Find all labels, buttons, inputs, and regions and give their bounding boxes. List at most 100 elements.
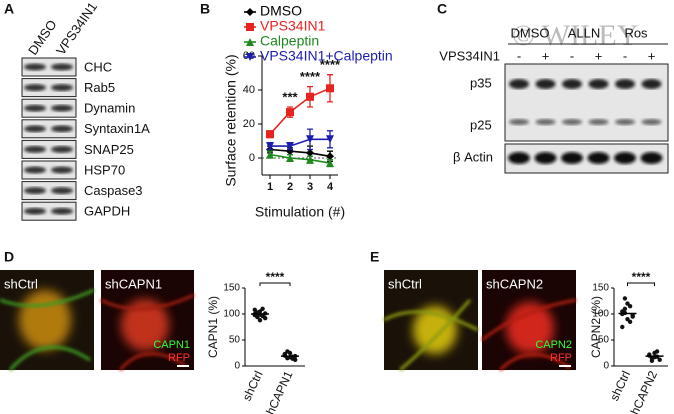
band	[51, 207, 73, 215]
neurite	[383, 299, 479, 372]
band	[51, 63, 73, 71]
point	[654, 349, 660, 354]
x-tick-label: 1	[267, 181, 273, 193]
legend-marker	[246, 53, 254, 61]
sign: +	[595, 48, 603, 63]
stain-label: CAPN2	[535, 339, 572, 351]
point	[260, 313, 265, 319]
row-label: Caspase3	[84, 183, 143, 198]
neurite	[481, 298, 577, 372]
band	[641, 79, 662, 89]
marker	[306, 148, 314, 157]
band	[509, 79, 529, 89]
band	[24, 125, 46, 133]
band	[588, 79, 609, 89]
treatment-label: ALLN	[568, 25, 601, 40]
x-tick-label: 2	[287, 181, 293, 193]
x-tick-label: shCtrl	[240, 369, 266, 403]
band	[614, 152, 636, 164]
stain-label: CAPN1	[153, 339, 190, 351]
y-tick-label: 50	[598, 335, 610, 346]
band	[51, 125, 73, 133]
marker	[326, 152, 334, 161]
treatment-label: Ros	[624, 25, 648, 40]
condition-label: VPS34IN1	[439, 48, 500, 63]
series-line	[269, 153, 331, 164]
y-tick-label: 100	[592, 309, 609, 320]
blot-box	[504, 63, 669, 142]
point	[625, 317, 630, 322]
blot-strip	[21, 181, 77, 201]
blot-strip	[21, 98, 77, 118]
band	[24, 187, 46, 195]
point	[620, 324, 625, 330]
y-tick-label: 0	[234, 361, 240, 372]
legend-marker	[246, 23, 254, 31]
point	[257, 318, 263, 323]
point	[627, 304, 633, 309]
neurite	[0, 288, 95, 371]
band	[641, 119, 662, 125]
significance: ***	[282, 89, 298, 104]
band	[24, 166, 46, 174]
point	[252, 307, 257, 313]
sign: +	[648, 48, 656, 63]
y-tick-label: 0	[603, 361, 609, 372]
band-label: p25	[470, 117, 492, 132]
y-axis-label: CAPN1 (%)	[206, 296, 220, 358]
y-tick-label: 0	[249, 152, 255, 164]
band	[615, 79, 635, 89]
legend-label: VPS34IN1+Calpeptin	[260, 48, 393, 64]
x-tick-label: 3	[307, 181, 313, 193]
band	[562, 119, 582, 125]
legend-label: DMSO	[260, 3, 302, 19]
blot-strip	[21, 119, 77, 139]
y-tick-label: 20	[243, 118, 255, 130]
row-label: GAPDH	[84, 204, 130, 219]
treatment-label: DMSO	[511, 25, 550, 40]
band	[24, 145, 46, 153]
blot-c	[508, 79, 663, 164]
row-label: HSP70	[84, 162, 125, 177]
band	[24, 84, 46, 92]
neurite	[100, 293, 195, 371]
point	[622, 296, 628, 301]
image-label: shCtrl	[388, 276, 422, 291]
marker	[286, 142, 294, 151]
band	[535, 79, 556, 89]
band	[51, 84, 73, 92]
band	[51, 166, 73, 174]
panel-label: C	[437, 1, 447, 17]
band	[51, 145, 73, 153]
series-line	[270, 138, 330, 147]
watermark: © WILEY	[512, 19, 638, 52]
y-tick-label: 150	[592, 283, 609, 294]
band	[561, 152, 583, 164]
image-label: shCAPN2	[486, 276, 543, 291]
x-tick-label: shCtrl	[607, 369, 633, 403]
marker	[266, 150, 274, 159]
y-tick-label: 40	[243, 84, 255, 96]
legend-label: VPS34IN1	[260, 18, 326, 34]
significance: ****	[320, 57, 341, 72]
marker	[266, 142, 274, 151]
sign: -	[623, 48, 627, 63]
panel-label: D	[4, 249, 14, 265]
y-tick-label: 50	[229, 335, 241, 346]
band	[24, 104, 46, 112]
sign: -	[570, 48, 574, 63]
row-label: SNAP25	[84, 142, 134, 157]
blot-strip	[21, 57, 77, 77]
sign: +	[542, 48, 550, 63]
stain-label: RFP	[550, 352, 572, 364]
marker	[306, 135, 314, 144]
x-tick-label: shCAPN1	[261, 368, 296, 414]
significance: ****	[300, 69, 321, 84]
cell	[121, 299, 169, 351]
band	[640, 152, 663, 164]
point	[649, 358, 655, 363]
band	[51, 104, 73, 112]
point	[657, 357, 662, 362]
marker	[326, 84, 334, 93]
x-axis-label: Stimulation (#)	[255, 204, 345, 220]
